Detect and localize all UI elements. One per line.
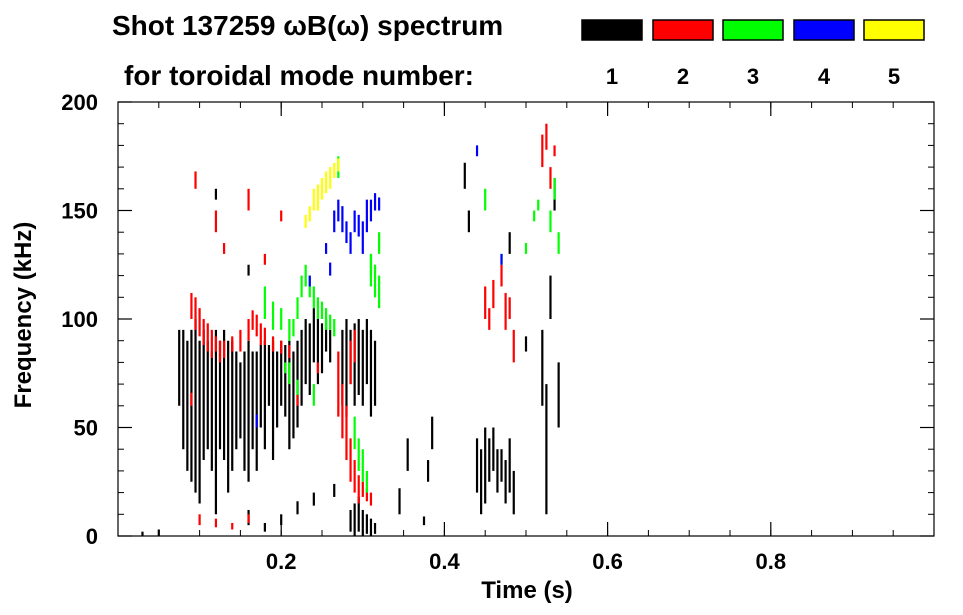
legend-swatch-4	[793, 19, 855, 41]
x-tick-label: 0.2	[266, 549, 297, 574]
y-tick-label: 0	[86, 524, 98, 549]
series-n=1	[141, 162, 560, 536]
legend-swatch-2	[652, 19, 714, 41]
y-tick-label: 200	[61, 90, 98, 115]
x-tick-label: 0.4	[429, 549, 460, 574]
series-n=3	[263, 156, 560, 493]
x-axis-label: Time (s)	[481, 577, 573, 604]
chart-title-line1: Shot 137259 ωB(ω) spectrum	[112, 10, 503, 41]
x-tick-label: 0.8	[756, 549, 787, 574]
y-tick-label: 100	[61, 307, 98, 332]
data-layer	[141, 123, 560, 536]
legend-label-2: 2	[677, 64, 689, 89]
y-tick-label: 150	[61, 199, 98, 224]
legend-label-1: 1	[606, 64, 618, 89]
legend-swatch-1	[581, 19, 643, 41]
legend-label-3: 3	[747, 64, 759, 89]
legend-label-4: 4	[818, 64, 831, 89]
legend-label-5: 5	[888, 64, 900, 89]
chart-title-line2: for toroidal mode number:	[124, 60, 474, 91]
y-axis-label: Frequency (kHz)	[10, 222, 37, 409]
plot-frame	[117, 101, 935, 537]
y-tick-label: 50	[74, 416, 98, 441]
legend-swatch-5	[863, 19, 925, 41]
axes-frame: 0.2 0.4 0.6 0.8 0 50 100 150 200	[61, 90, 935, 574]
series-n=4	[255, 145, 503, 428]
legend: 1 2 3 4 5	[581, 19, 925, 89]
legend-swatch-3	[722, 19, 784, 41]
series-n=2	[190, 123, 556, 530]
x-tick-label: 0.6	[592, 549, 623, 574]
series-n=5	[304, 158, 340, 228]
